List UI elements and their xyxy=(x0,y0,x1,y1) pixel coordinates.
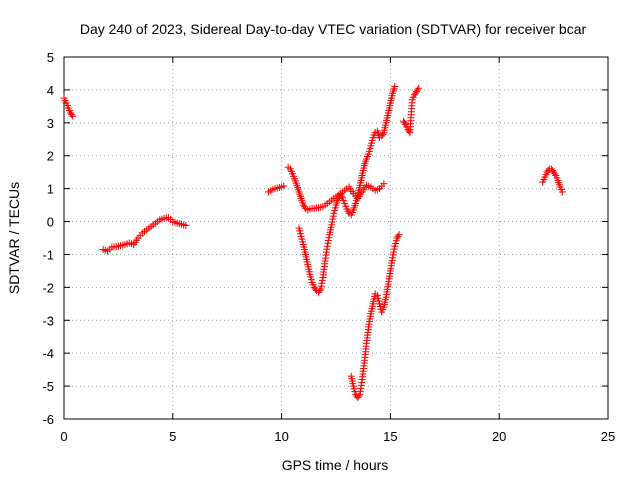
y-axis-label: SDTVAR / TECUs xyxy=(6,182,22,294)
x-tick-labels: 0 5 10 15 20 25 xyxy=(60,429,615,444)
data-point xyxy=(280,182,288,190)
y-tick-labels: -6 -5 -4 -3 -2 -1 0 1 2 3 4 5 xyxy=(42,50,54,427)
y-tick-label: -6 xyxy=(42,412,54,427)
data-point xyxy=(323,242,331,250)
x-tick-label: 0 xyxy=(60,429,67,444)
series-seg3 xyxy=(265,182,288,196)
data-point xyxy=(317,285,325,293)
data-point xyxy=(317,282,325,290)
grid-lines xyxy=(64,57,608,419)
series-seg6 xyxy=(347,231,403,402)
y-tick-label: -5 xyxy=(42,379,54,394)
data-point xyxy=(415,84,423,92)
data-point xyxy=(68,111,76,119)
x-axis-label: GPS time / hours xyxy=(282,457,389,473)
data-points xyxy=(60,83,566,402)
data-point xyxy=(389,251,397,259)
data-point xyxy=(390,248,398,256)
data-point xyxy=(300,203,308,211)
data-point xyxy=(328,218,336,226)
y-tick-label: -4 xyxy=(42,346,54,361)
data-point xyxy=(318,279,326,287)
data-point xyxy=(390,245,398,253)
x-tick-label: 20 xyxy=(492,429,506,444)
axis-ticks xyxy=(63,56,609,420)
y-tick-label: 5 xyxy=(47,50,54,65)
x-tick-label: 5 xyxy=(169,429,176,444)
plot-frame xyxy=(63,56,609,420)
y-tick-label: 3 xyxy=(47,116,54,131)
data-point xyxy=(405,127,413,135)
series-seg2 xyxy=(99,214,190,255)
x-tick-label: 15 xyxy=(383,429,397,444)
data-point xyxy=(401,119,409,127)
data-point xyxy=(355,392,363,400)
series-seg1 xyxy=(60,94,77,120)
data-point xyxy=(325,234,333,242)
series-seg7 xyxy=(399,84,423,137)
x-tick-label: 25 xyxy=(601,429,615,444)
series-seg8 xyxy=(539,165,566,196)
y-tick-label: 2 xyxy=(47,149,54,164)
data-point xyxy=(316,287,324,295)
y-tick-label: -2 xyxy=(42,280,54,295)
data-point xyxy=(329,212,337,220)
data-point xyxy=(380,180,388,188)
y-tick-label: -3 xyxy=(42,313,54,328)
data-point xyxy=(337,192,345,200)
data-point xyxy=(318,276,326,284)
data-point xyxy=(328,221,336,229)
data-point xyxy=(391,83,399,91)
series-seg5 xyxy=(295,83,399,296)
data-point xyxy=(329,215,337,223)
data-point xyxy=(395,231,403,239)
data-point xyxy=(558,188,566,196)
data-point xyxy=(394,232,402,240)
y-tick-label: -1 xyxy=(42,247,54,262)
data-point xyxy=(324,239,332,247)
x-tick-label: 10 xyxy=(274,429,288,444)
data-point xyxy=(69,112,77,120)
data-point xyxy=(182,221,190,229)
y-tick-label: 4 xyxy=(47,83,54,98)
y-tick-label: 1 xyxy=(47,182,54,197)
data-point xyxy=(551,170,559,178)
data-point xyxy=(324,236,332,244)
data-point xyxy=(379,130,387,138)
y-tick-label: 0 xyxy=(47,215,54,230)
data-point xyxy=(414,86,422,94)
data-point xyxy=(389,254,397,262)
chart-title: Day 240 of 2023, Sidereal Day-to-day VTE… xyxy=(80,21,587,37)
